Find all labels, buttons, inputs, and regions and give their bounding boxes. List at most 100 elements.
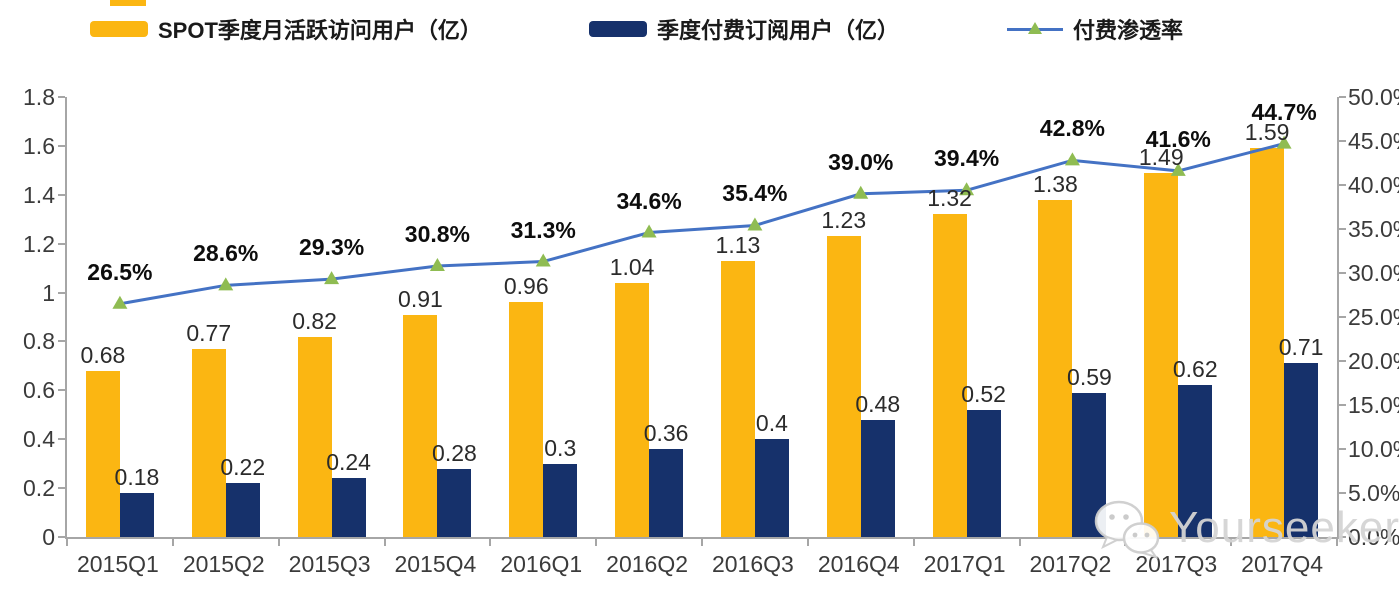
right-axis-tick-label: 15.0% — [1348, 392, 1399, 418]
penetration-rate-label: 39.4% — [933, 145, 1000, 172]
subscriber-bar — [225, 483, 260, 537]
mau-bar — [826, 236, 861, 537]
right-axis-tick-label: 40.0% — [1348, 172, 1399, 198]
legend-item-subscribers: 季度付费订阅用户（亿） — [589, 15, 899, 43]
mau-bar — [403, 314, 438, 537]
mau-bar — [1250, 148, 1285, 537]
right-axis-tick-label: 0.0% — [1348, 524, 1399, 550]
triangle-marker-icon — [747, 217, 763, 231]
mau-value-label: 1.38 — [1033, 170, 1078, 197]
right-axis-tick — [1339, 96, 1346, 98]
subscriber-value-label: 0.59 — [1067, 363, 1112, 390]
left-axis-tick-label: 0.8 — [23, 328, 55, 355]
x-axis-category-label: 2016Q2 — [606, 551, 689, 577]
subscriber-bar — [331, 478, 366, 537]
triangle-marker-icon — [641, 224, 657, 238]
right-axis-tick — [1339, 448, 1346, 450]
triangle-marker-icon — [324, 271, 340, 285]
subscriber-bar — [1178, 385, 1213, 537]
right-axis-tick-label: 30.0% — [1348, 260, 1399, 286]
triangle-marker-icon — [1276, 135, 1292, 149]
left-axis-tick-label: 1 — [42, 279, 55, 306]
mau-bar — [615, 282, 650, 537]
triangle-marker-icon — [218, 277, 234, 291]
x-axis-category-label: 2015Q3 — [288, 551, 371, 577]
right-axis-tick — [1339, 228, 1346, 230]
mau-bar — [85, 370, 120, 537]
right-axis-tick-label: 20.0% — [1348, 348, 1399, 374]
subscriber-value-label: 0.4 — [755, 410, 788, 437]
subscriber-bar — [754, 439, 789, 537]
left-axis-tick-label: 0 — [42, 524, 55, 550]
mau-value-label: 1.49 — [1138, 143, 1184, 170]
right-axis-tick-label: 35.0% — [1348, 216, 1399, 242]
penetration-rate-label: 34.6% — [616, 187, 682, 214]
x-axis-category-label: 2015Q1 — [76, 551, 159, 577]
right-axis-tick-label: 5.0% — [1348, 480, 1399, 506]
penetration-rate-label: 30.8% — [404, 220, 471, 247]
mau-legend-swatch — [90, 21, 148, 37]
mau-bar — [932, 214, 967, 537]
left-axis-tick-label: 1.6 — [23, 132, 55, 159]
legend-item-penetration: 付费渗透率 — [1007, 15, 1183, 43]
mau-bar — [297, 336, 332, 537]
x-axis-tick — [1018, 539, 1021, 546]
left-axis-tick — [58, 389, 65, 392]
mau-value-label: 0.96 — [503, 273, 549, 300]
x-axis-tick — [1124, 539, 1127, 546]
x-axis-category-label: 2016Q1 — [500, 551, 583, 577]
left-axis-tick — [58, 340, 65, 343]
x-axis-category-label: 2017Q4 — [1241, 551, 1324, 577]
subscriber-value-label: 0.62 — [1172, 356, 1218, 383]
triangle-marker-icon — [959, 182, 975, 196]
left-axis-tick-label: 0.6 — [23, 377, 55, 404]
x-axis-tick — [806, 539, 809, 546]
x-axis-tick — [66, 539, 68, 546]
right-axis-tick — [1339, 536, 1346, 538]
right-axis-tick — [1339, 316, 1346, 318]
left-axis-tick — [58, 242, 65, 245]
right-axis-tick — [1339, 184, 1346, 186]
left-axis-tick-label: 0.4 — [23, 426, 55, 453]
left-axis-tick-label: 1.8 — [23, 84, 55, 110]
left-axis-tick — [58, 96, 65, 98]
subscriber-bar — [1284, 363, 1319, 537]
x-axis-category-label: 2017Q1 — [923, 551, 1006, 577]
legend-item-mau: SPOT季度月活跃访问用户（亿） — [90, 15, 482, 43]
subscriber-value-label: 0.28 — [432, 439, 477, 466]
mau-value-label: 1.32 — [927, 185, 972, 212]
left-axis-tick-label: 1.2 — [23, 230, 55, 257]
x-axis-category-label: 2017Q2 — [1029, 551, 1112, 577]
right-axis-tick — [1339, 140, 1346, 142]
subscriber-value-label: 0.71 — [1278, 334, 1324, 361]
left-axis-tick — [58, 291, 65, 294]
subscriber-bar — [437, 468, 472, 537]
left-axis-tick — [58, 193, 65, 196]
mau-bar — [720, 260, 755, 537]
subscriber-value-label: 0.36 — [643, 420, 689, 446]
x-axis-tick — [595, 539, 598, 546]
triangle-marker-icon — [535, 253, 551, 267]
penetration-legend-marker — [1007, 21, 1063, 37]
penetration-rate-label: 44.7% — [1251, 98, 1317, 125]
left-axis-tick — [58, 438, 65, 441]
x-axis-tick — [489, 539, 492, 546]
x-axis-category-label: 2015Q4 — [394, 551, 477, 577]
mau-value-label: 1.59 — [1244, 119, 1290, 146]
left-axis-tick-label: 0.2 — [23, 475, 55, 502]
x-axis-tick — [1336, 539, 1338, 546]
left-axis-tick — [58, 144, 65, 147]
mau-value-label: 0.91 — [398, 285, 443, 312]
mau-value-label: 1.13 — [715, 231, 761, 258]
subscribers-legend-swatch — [589, 21, 647, 37]
x-axis-tick — [277, 539, 280, 546]
mau-bar — [1144, 172, 1179, 537]
triangle-marker-icon — [1064, 152, 1080, 166]
mau-value-label: 1.04 — [609, 253, 655, 280]
left-axis-tick — [58, 536, 65, 538]
x-axis-category-label: 2017Q3 — [1135, 551, 1218, 577]
subscriber-value-label: 0.3 — [544, 434, 577, 461]
mau-value-label: 0.68 — [80, 341, 126, 368]
mau-legend-label: SPOT季度月活跃访问用户（亿） — [158, 18, 482, 43]
triangle-marker-icon — [1170, 162, 1186, 176]
